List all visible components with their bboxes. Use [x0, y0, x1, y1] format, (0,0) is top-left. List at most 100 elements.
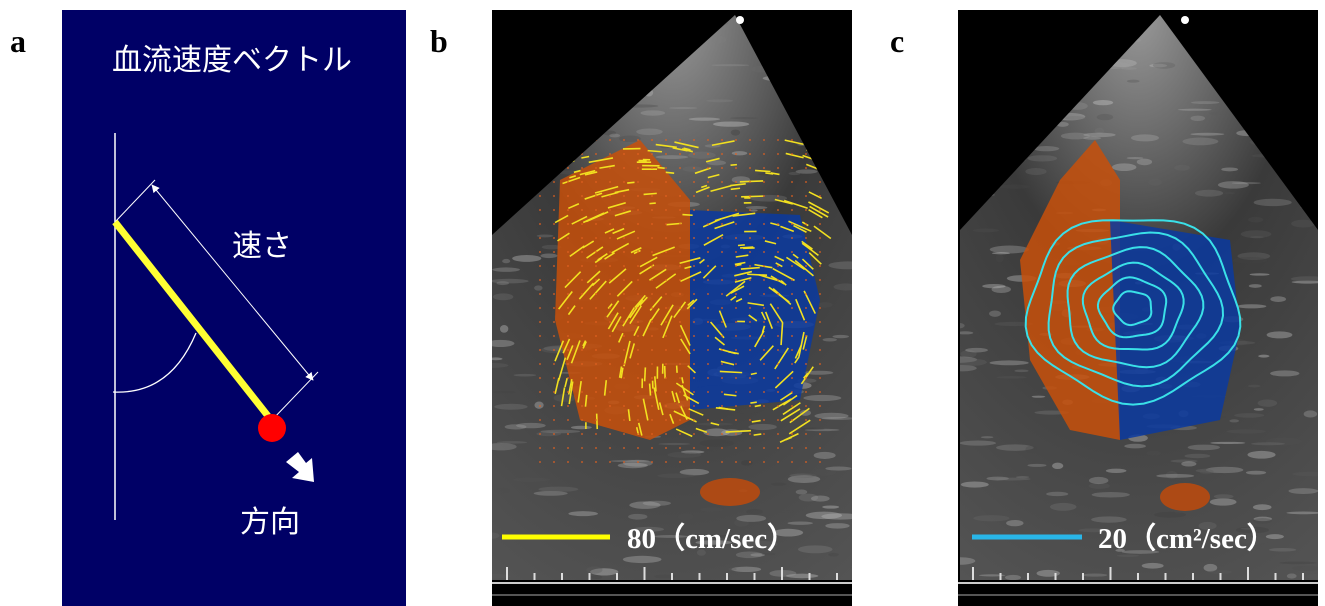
grid-dot: [609, 251, 611, 253]
vector-arrow: [649, 203, 655, 204]
grid-dot: [609, 237, 611, 239]
speckle: [1287, 574, 1297, 579]
speckle: [658, 443, 690, 445]
vector-arrow: [754, 434, 762, 435]
grid-dot: [805, 405, 807, 407]
speckle: [656, 155, 689, 159]
grid-dot: [735, 335, 737, 337]
grid-dot: [651, 377, 653, 379]
grid-dot: [623, 307, 625, 309]
grid-dot: [693, 279, 695, 281]
grid-dot: [595, 391, 597, 393]
speckle: [1270, 370, 1299, 376]
grid-dot: [553, 209, 555, 211]
speckle: [1210, 498, 1237, 505]
grid-dot: [735, 349, 737, 351]
speckle: [1178, 109, 1212, 111]
speckle: [1089, 477, 1108, 484]
grid-dot: [693, 237, 695, 239]
grid-dot: [595, 321, 597, 323]
grid-dot: [581, 391, 583, 393]
grid-dot: [721, 461, 723, 463]
grid-dot: [791, 335, 793, 337]
speckle: [1214, 494, 1234, 499]
grid-dot: [609, 265, 611, 267]
grid-dot: [721, 349, 723, 351]
grid-dot: [749, 237, 751, 239]
grid-dot: [735, 251, 737, 253]
grid-dot: [553, 349, 555, 351]
grid-dot: [749, 293, 751, 295]
grid-dot: [609, 419, 611, 421]
speckle: [1254, 199, 1292, 206]
speckle: [731, 129, 740, 135]
speckle: [796, 489, 808, 494]
speckle: [1258, 355, 1269, 358]
speckle: [494, 404, 527, 410]
grid-dot: [693, 223, 695, 225]
grid-dot: [651, 195, 653, 197]
grid-dot: [763, 167, 765, 169]
grid-dot: [735, 153, 737, 155]
grid-dot: [735, 195, 737, 197]
grid-dot: [721, 139, 723, 141]
grid-dot: [693, 461, 695, 463]
grid-dot: [819, 391, 821, 393]
grid-dot: [581, 251, 583, 253]
grid-dot: [567, 279, 569, 281]
grid-dot: [791, 293, 793, 295]
flow-red: [700, 478, 760, 506]
grid-dot: [763, 279, 765, 281]
grid-dot: [623, 223, 625, 225]
grid-dot: [637, 251, 639, 253]
grid-dot: [805, 377, 807, 379]
speckle: [732, 151, 748, 155]
grid-dot: [651, 433, 653, 435]
grid-dot: [819, 433, 821, 435]
grid-dot: [581, 307, 583, 309]
grid-dot: [665, 153, 667, 155]
speckle: [485, 443, 516, 450]
grid-dot: [651, 293, 653, 295]
speckle: [1153, 62, 1175, 69]
grid-dot: [735, 405, 737, 407]
grid-dot: [609, 405, 611, 407]
panel-title: 血流速度ベクトル: [112, 43, 352, 78]
grid-dot: [665, 321, 667, 323]
speckle: [736, 515, 766, 522]
speckle: [571, 426, 592, 429]
grid-dot: [707, 405, 709, 407]
grid-dot: [735, 377, 737, 379]
speckle: [1148, 179, 1161, 186]
panel-label: c: [890, 23, 904, 59]
grid-dot: [595, 223, 597, 225]
speckle: [982, 284, 1006, 288]
grid-dot: [651, 279, 653, 281]
speckle: [514, 374, 537, 377]
speckle: [497, 441, 527, 444]
grid-dot: [763, 377, 765, 379]
speckle: [610, 460, 649, 462]
grid-dot: [693, 433, 695, 435]
grid-dot: [595, 461, 597, 463]
grid-dot: [595, 349, 597, 351]
speckle: [534, 285, 542, 290]
speckle: [973, 229, 999, 233]
grid-dot: [679, 251, 681, 253]
vector-arrow: [731, 188, 740, 189]
grid-dot: [819, 223, 821, 225]
grid-dot: [539, 195, 541, 197]
grid-dot: [819, 377, 821, 379]
speckle: [1210, 442, 1245, 444]
speckle: [1052, 463, 1063, 469]
grid-dot: [749, 181, 751, 183]
grid-dot: [777, 251, 779, 253]
speckle: [488, 357, 502, 360]
speckle: [832, 335, 849, 338]
grid-dot: [763, 139, 765, 141]
grid-dot: [763, 321, 765, 323]
grid-dot: [763, 447, 765, 449]
grid-dot: [679, 153, 681, 155]
grid-dot: [735, 433, 737, 435]
speckle: [1233, 257, 1268, 264]
